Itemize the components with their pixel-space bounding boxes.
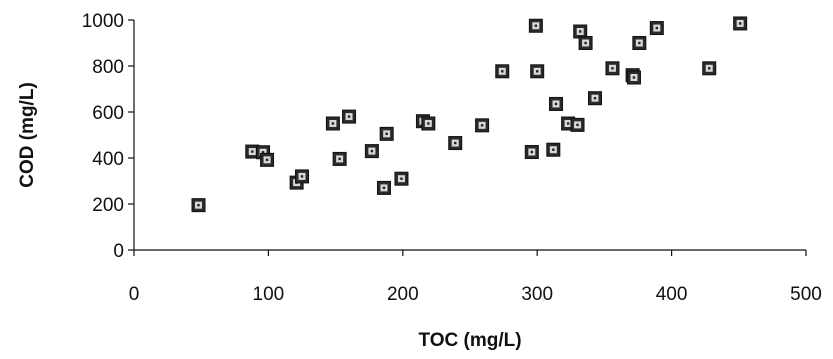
data-point — [587, 91, 602, 106]
data-point — [733, 16, 748, 31]
data-point — [605, 61, 620, 76]
data-point — [332, 151, 347, 166]
x-tick-label: 400 — [656, 284, 688, 305]
y-tick-label: 0 — [113, 241, 124, 262]
data-point — [649, 21, 664, 36]
y-tick-label: 600 — [92, 103, 124, 124]
y-tick-label: 200 — [92, 195, 124, 216]
data-point — [702, 61, 717, 76]
data-point — [549, 96, 564, 111]
data-point — [342, 109, 357, 124]
data-point — [376, 180, 391, 195]
y-tick-label: 800 — [92, 57, 124, 78]
x-tick-label: 500 — [790, 284, 822, 305]
data-point — [448, 136, 463, 151]
data-point — [364, 144, 379, 159]
y-tick-label: 400 — [92, 149, 124, 170]
data-point — [394, 171, 409, 186]
data-point — [191, 198, 206, 213]
data-point — [546, 142, 561, 157]
y-axis-title: COD (mg/L) — [17, 82, 38, 188]
y-ticks: 0 200 400 600 800 1000 — [82, 11, 134, 262]
data-points — [191, 16, 748, 213]
x-ticks: 0 100 200 300 400 500 — [129, 250, 822, 305]
data-point — [260, 152, 275, 167]
data-point — [570, 117, 585, 132]
data-point — [325, 116, 340, 131]
data-point — [573, 24, 588, 39]
data-point — [495, 64, 510, 79]
x-axis-title: TOC (mg/L) — [418, 330, 521, 351]
data-point — [528, 18, 543, 33]
x-tick-label: 200 — [387, 284, 419, 305]
data-point — [632, 36, 647, 50]
data-point — [524, 145, 539, 160]
data-point — [530, 64, 545, 79]
y-tick-label: 1000 — [82, 11, 124, 32]
data-point — [421, 116, 436, 131]
data-point — [626, 70, 641, 85]
x-tick-label: 100 — [253, 284, 285, 305]
data-point — [379, 126, 394, 141]
data-point — [295, 169, 309, 184]
data-point — [578, 36, 593, 50]
x-tick-label: 0 — [129, 284, 140, 305]
data-point — [475, 118, 490, 133]
x-tick-label: 300 — [521, 284, 553, 305]
